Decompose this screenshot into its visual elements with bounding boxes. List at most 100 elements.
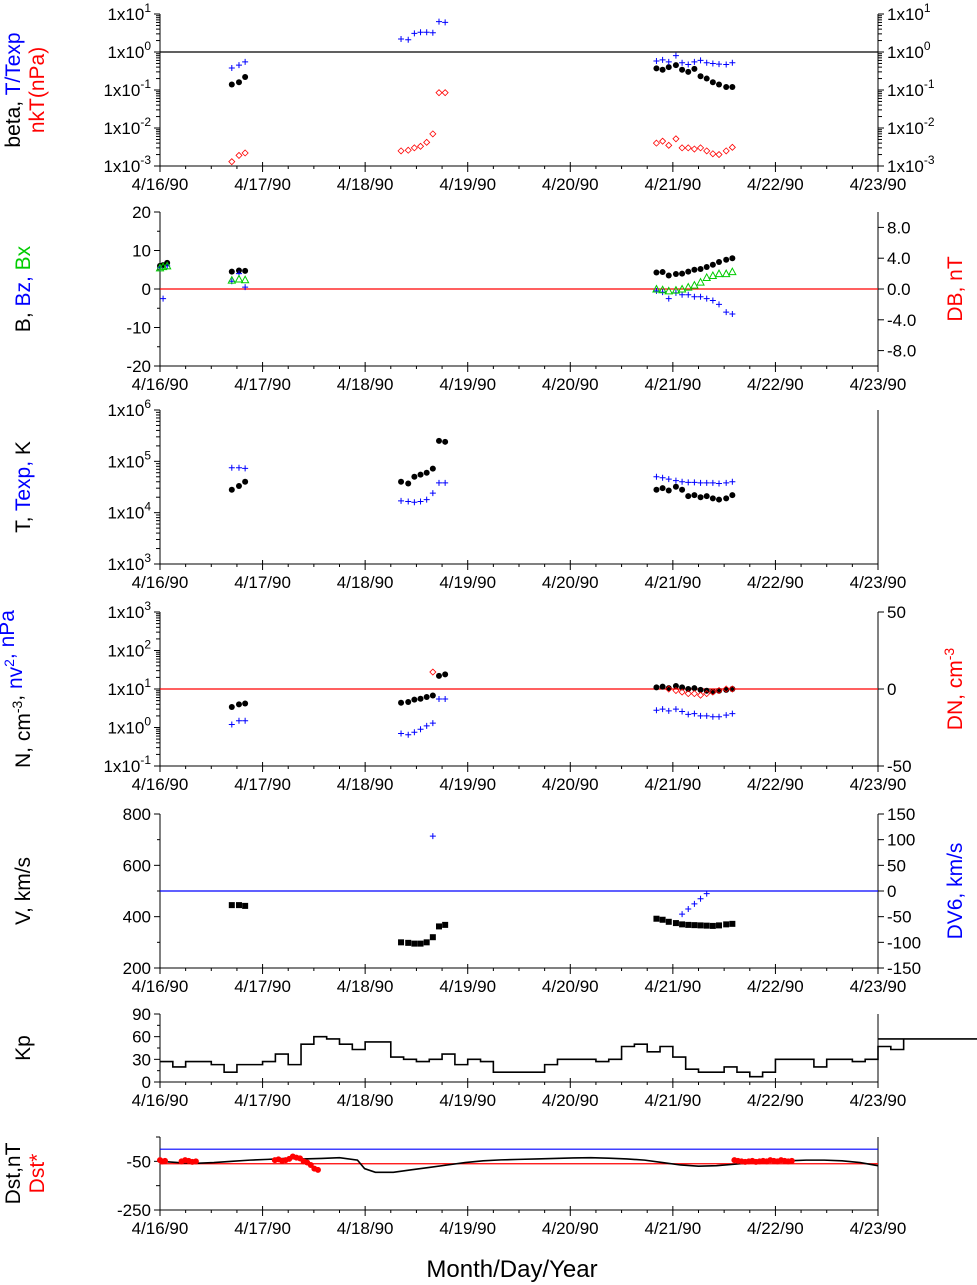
data-point: [241, 149, 249, 157]
data-point: [665, 476, 672, 483]
y-tick-label: 1x101: [107, 676, 151, 699]
right-y-axis-label: DB, nT: [944, 256, 967, 322]
data-point: [685, 686, 692, 692]
data-point: [405, 480, 412, 487]
x-tick-label: 4/17/90: [234, 573, 291, 592]
x-tick-label: 4/19/90: [439, 573, 496, 592]
series-1: [228, 62, 736, 90]
data-point: [659, 66, 666, 73]
data-point: [697, 895, 704, 902]
data-point: [679, 59, 686, 66]
data-point: [405, 939, 412, 946]
data-point: [672, 270, 679, 277]
data-point: [423, 722, 430, 729]
y-tick-label: 20: [132, 203, 151, 222]
x-tick-label: 4/22/90: [747, 977, 804, 996]
data-point: [658, 285, 667, 294]
data-point: [716, 61, 723, 68]
data-point: [679, 66, 686, 73]
right-y-tick-label: -50: [887, 908, 912, 927]
data-point: [729, 255, 736, 262]
x-tick-label: 4/23/90: [850, 1091, 907, 1110]
data-point: [685, 905, 692, 912]
data-point: [703, 493, 710, 500]
data-point: [679, 921, 686, 928]
data-point: [242, 717, 249, 724]
data-point: [685, 61, 692, 68]
data-point: [672, 920, 679, 927]
x-tick-label: 4/16/90: [132, 775, 189, 794]
data-point: [398, 35, 405, 42]
y-tick-label: 0: [142, 280, 151, 299]
data-point: [716, 496, 723, 503]
data-point: [235, 902, 242, 909]
data-point: [703, 712, 710, 719]
x-tick-label: 4/19/90: [439, 1091, 496, 1110]
right-y-tick-label: 1x101: [887, 1, 931, 24]
data-point: [423, 29, 430, 36]
data-point: [696, 144, 705, 152]
data-point: [691, 266, 698, 273]
data-point: [423, 693, 430, 700]
panel-4: 4/16/90 4/17/90 4/18/90 4/19/90 4/20/90 4/21/…: [0, 599, 967, 794]
right-y-tick-label: 0: [887, 882, 896, 901]
x-tick-label: 4/21/90: [644, 375, 701, 394]
data-point: [665, 487, 672, 494]
right-y-tick-label: 50: [887, 856, 906, 875]
data-point: [697, 712, 704, 719]
right-y-tick-label: 100: [887, 831, 915, 850]
series-2: [228, 464, 736, 506]
data-point: [235, 151, 243, 159]
data-point: [685, 68, 692, 75]
y-tick-label: 600: [123, 856, 151, 875]
data-point: [665, 918, 672, 925]
data-point: [697, 57, 704, 64]
data-point: [716, 259, 723, 266]
data-point: [723, 61, 730, 68]
data-point: [398, 478, 405, 485]
x-tick-label: 4/18/90: [337, 375, 394, 394]
data-point: [691, 293, 698, 300]
data-point: [398, 730, 405, 737]
data-point: [242, 700, 249, 707]
x-tick-label: 4/22/90: [747, 775, 804, 794]
data-point: [672, 52, 679, 59]
series-2: [429, 833, 710, 918]
data-point: [653, 65, 660, 72]
data-point: [679, 486, 686, 493]
data-point: [242, 58, 249, 65]
data-point: [235, 483, 242, 490]
data-point: [227, 275, 237, 284]
data-point: [696, 277, 705, 286]
data-point: [435, 18, 442, 25]
data-point: [697, 293, 704, 300]
x-tick-label: 4/19/90: [439, 375, 496, 394]
data-point: [228, 486, 235, 493]
data-point: [659, 485, 666, 492]
data-point: [672, 706, 679, 713]
data-point: [703, 890, 710, 897]
panel-1: 4/16/90 4/17/90 4/18/90 4/19/90 4/20/90 4/21/…: [2, 1, 935, 194]
data-point: [679, 708, 686, 715]
x-tick-label: 4/20/90: [542, 573, 599, 592]
right-y-tick-label: -100: [887, 933, 921, 952]
data-point: [703, 690, 711, 698]
data-point: [435, 672, 442, 679]
data-point: [162, 1157, 169, 1164]
data-point: [228, 721, 235, 728]
data-point: [665, 295, 672, 302]
x-tick-label: 4/21/90: [644, 573, 701, 592]
y-tick-label: 1x10-1: [103, 77, 151, 100]
data-point: [672, 477, 679, 484]
data-point: [411, 30, 418, 37]
y-axis-label: N, cm-3, nv2, nPa: [0, 610, 35, 768]
data-point: [659, 56, 666, 63]
data-point: [235, 62, 242, 69]
data-point: [709, 261, 716, 268]
x-tick-label: 4/23/90: [850, 775, 907, 794]
data-point: [709, 922, 716, 929]
x-tick-label: 4/22/90: [747, 1091, 804, 1110]
data-point: [665, 272, 672, 279]
panel-2: 4/16/90 4/17/90 4/18/90 4/19/90 4/20/90 4/21/…: [12, 203, 967, 394]
